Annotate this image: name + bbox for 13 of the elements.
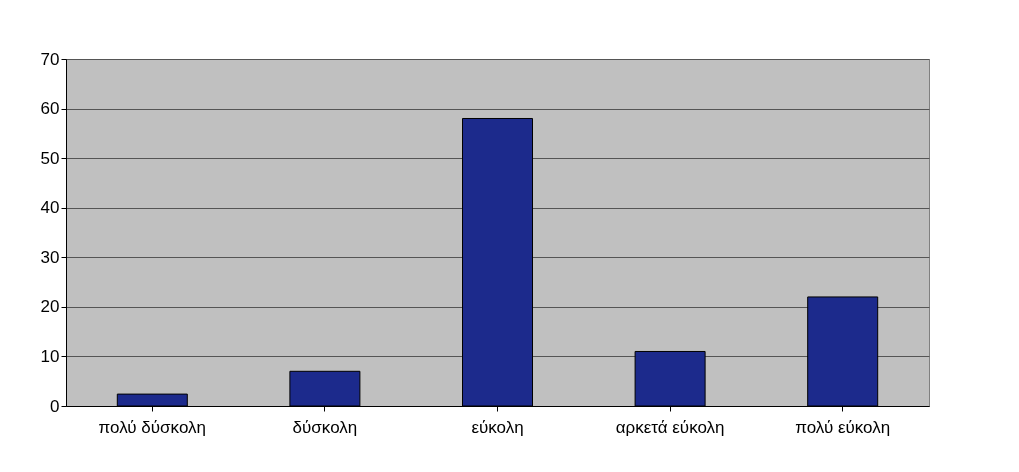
x-tick-label: πολύ εύκολη — [795, 417, 891, 437]
x-tick-label: δύσκολη — [292, 417, 358, 437]
x-tick-label: πολύ δύσκολη — [98, 417, 206, 437]
x-tick-label: εύκολη — [471, 417, 524, 437]
y-tick-label: 10 — [40, 346, 60, 366]
y-tick-label: 40 — [40, 198, 60, 218]
y-tick-label: 0 — [50, 396, 60, 416]
x-tick-label: αρκετά εύκολη — [615, 417, 725, 437]
y-tick-label: 50 — [40, 148, 60, 168]
y-tick-label: 20 — [40, 297, 60, 317]
y-tick-label: 70 — [40, 49, 60, 69]
y-tick-label: 60 — [40, 99, 60, 119]
y-tick-label: 30 — [40, 247, 60, 267]
